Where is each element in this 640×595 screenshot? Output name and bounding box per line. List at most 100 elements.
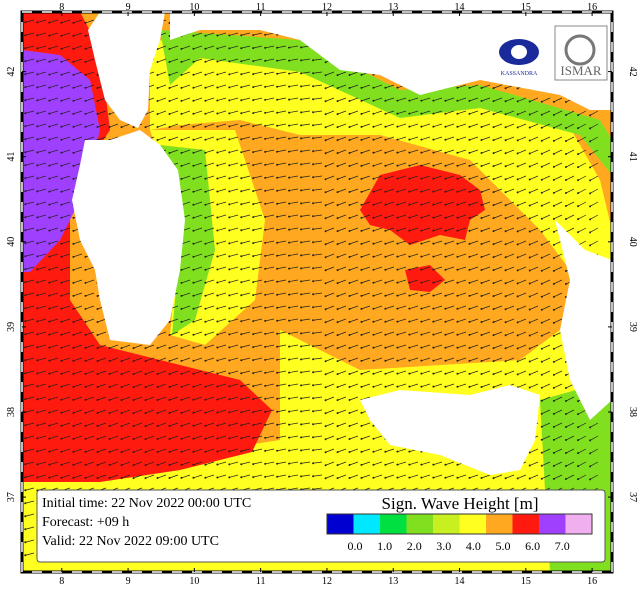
arrow [265,84,275,88]
arrow-head [336,204,339,207]
arrow-head [444,99,447,102]
arrow [469,201,479,206]
arrow-head [168,125,171,128]
arrow [85,422,95,427]
arrow-head [492,321,495,324]
arrow-head [84,112,87,115]
arrow [205,110,215,115]
arrow [37,149,47,153]
arrow [25,461,35,465]
arrow-head [384,229,387,232]
arrow-head [552,412,555,415]
arrow [469,162,479,167]
arrow [49,162,59,166]
arrow [361,149,371,154]
arrow-head [516,295,519,298]
arrow-head [264,306,267,309]
arrow [205,253,215,258]
arrow-head [24,151,27,154]
arrow-head [432,333,435,336]
arrow [541,266,551,272]
arrow-head [228,346,231,349]
arrow-head [384,99,387,102]
arrow-head [228,73,231,76]
arrow-head [312,267,315,270]
arrow-head [252,346,255,349]
arrow-head [84,450,87,453]
arrow [445,110,455,115]
arrow-head [36,229,39,232]
arrow [445,331,455,336]
arrow-head [589,153,592,156]
arrow-head [132,126,135,129]
arrow [265,58,275,62]
arrow-head [432,112,435,115]
arrow [241,97,251,101]
arrow-head [384,138,387,141]
arrow [301,58,311,61]
arrow [265,123,275,127]
arrow [73,19,83,24]
arrow-head [120,373,123,376]
arrow-head [324,61,327,64]
arrow-head [48,47,51,50]
arrow [25,136,35,140]
arrow-head [324,256,327,259]
arrow-head [492,217,495,220]
arrow-head [288,98,291,101]
arrow-head [36,411,39,414]
arrow [517,318,527,323]
arrow [157,110,167,115]
arrow [505,266,515,271]
arrow-head [36,463,39,466]
arrow [529,344,539,349]
arrow [61,318,71,323]
arrow-head [252,99,255,102]
arrow [493,383,503,388]
arrow [229,305,239,309]
arrow [253,357,263,361]
arrow-head [72,333,75,336]
arrow-head [408,320,411,323]
arrow-head [408,359,411,362]
arrow-head [468,281,471,284]
arrow-head [132,438,135,441]
arrow-head [36,476,39,479]
arrow [445,227,455,232]
arrow-head [276,215,279,218]
arrow [145,448,155,453]
arrow-head [216,398,219,401]
arrow [433,344,443,349]
arrow-head [324,412,327,415]
arrow-head [276,72,279,75]
arrow [193,136,203,141]
arrow [529,448,539,453]
arrow-head [120,464,123,467]
arrow-head [132,399,135,402]
arrow-head [264,358,267,361]
arrow [145,110,155,115]
arrow-head [24,489,27,492]
arrow [541,422,551,428]
arrow-head [24,359,27,362]
arrow-head [528,243,531,246]
arrow [205,240,215,245]
arrow-head [24,99,27,102]
legend-title: Sign. Wave Height [m] [382,494,539,513]
arrow-head [96,320,99,323]
arrow [397,175,407,180]
arrow-head [120,477,123,480]
arrow-head [252,125,255,128]
arrow-head [300,475,303,478]
arrow [49,383,59,387]
arrow-head [228,138,231,141]
arrow [289,175,299,178]
arrow-head [216,437,219,440]
arrow [505,474,515,479]
arrow-head [216,476,219,479]
arrow-head [360,450,363,453]
arrow-head [276,345,279,348]
arrow [541,162,551,168]
arrow [25,344,35,348]
arrow-head [168,463,171,466]
